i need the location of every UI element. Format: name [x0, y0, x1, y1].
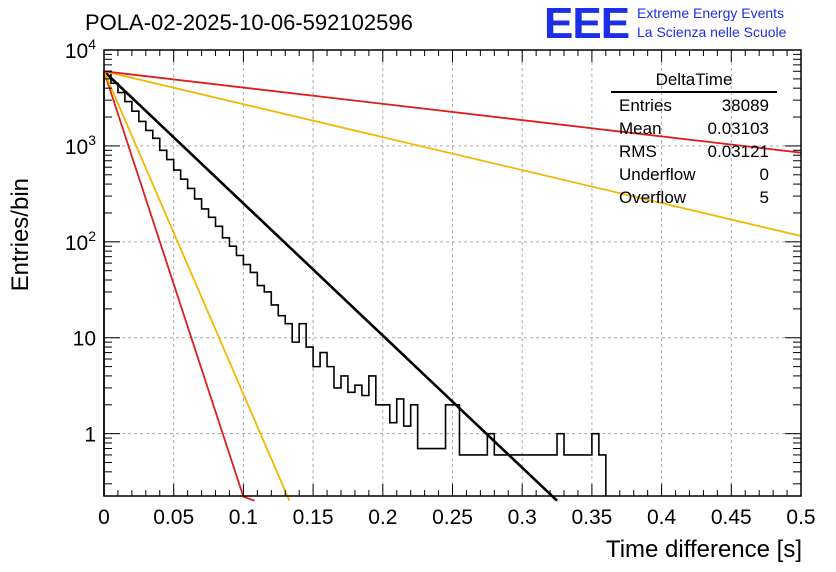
- y-tick-label: 10: [73, 328, 96, 351]
- stats-label: Mean: [619, 119, 662, 138]
- stats-box: DeltaTime Entries 38089 Mean 0.03103 RMS…: [611, 70, 777, 209]
- x-tick-label: 0.45: [711, 506, 752, 529]
- stats-row-mean: Mean 0.03103: [611, 117, 777, 140]
- y-tick-label: 102: [65, 228, 96, 255]
- curve-fast-red: [103, 70, 255, 502]
- stats-label: Overflow: [619, 188, 687, 207]
- stats-value: 38089: [721, 96, 769, 115]
- x-tick-label: 0.05: [153, 506, 194, 529]
- stats-label: Entries: [619, 96, 672, 115]
- stats-label: Underflow: [619, 165, 696, 184]
- x-tick-label: 0.25: [432, 506, 473, 529]
- eee-logo: EEE: [544, 0, 630, 48]
- curve-slow-red: [103, 70, 802, 154]
- axis-ticks: 0 0.05 0.1 0.15 0.2 0.25 0.3 0.35 0.4 0.45 0.5 1 10 1…: [65, 36, 816, 529]
- logo-tagline-1: Extreme Energy Events: [637, 5, 785, 21]
- stats-row-overflow: Overflow 5: [611, 186, 777, 209]
- stats-row-entries: Entries 38089: [611, 94, 777, 117]
- histogram-bins: [103, 70, 607, 496]
- y-tick-label: 104: [65, 36, 96, 63]
- logo-tagline-2: La Scienza nelle Scuole: [637, 24, 787, 40]
- y-axis-label: Entries/bin: [7, 178, 34, 292]
- stats-row-underflow: Underflow 0: [611, 163, 777, 186]
- stats-row-rms: RMS 0.03121: [611, 140, 777, 163]
- stats-value: 0.03103: [707, 119, 769, 138]
- stats-value: 0: [759, 165, 769, 184]
- x-tick-label: 0.2: [368, 506, 397, 529]
- x-axis-label: Time difference [s]: [605, 536, 802, 563]
- y-tick-label: 1: [84, 424, 96, 447]
- stats-value: 0.03121: [707, 142, 769, 161]
- stats-title: DeltaTime: [611, 70, 777, 93]
- x-tick-label: 0.3: [508, 506, 537, 529]
- stats-label: RMS: [619, 142, 657, 161]
- x-tick-label: 0: [98, 506, 110, 529]
- curve-fit: [103, 70, 558, 502]
- x-tick-label: 0.5: [786, 506, 815, 529]
- histogram: [103, 70, 607, 496]
- x-tick-label: 0.35: [571, 506, 612, 529]
- curve-fast-yellow: [103, 70, 291, 502]
- chart-title: POLA-02-2025-10-06-592102596: [85, 10, 413, 35]
- x-tick-label: 0.1: [229, 506, 258, 529]
- stats-value: 5: [759, 188, 769, 207]
- x-tick-label: 0.15: [293, 506, 334, 529]
- x-tick-label: 0.4: [647, 506, 677, 529]
- curve-slow-yellow: [103, 70, 802, 237]
- y-tick-label: 103: [65, 132, 96, 159]
